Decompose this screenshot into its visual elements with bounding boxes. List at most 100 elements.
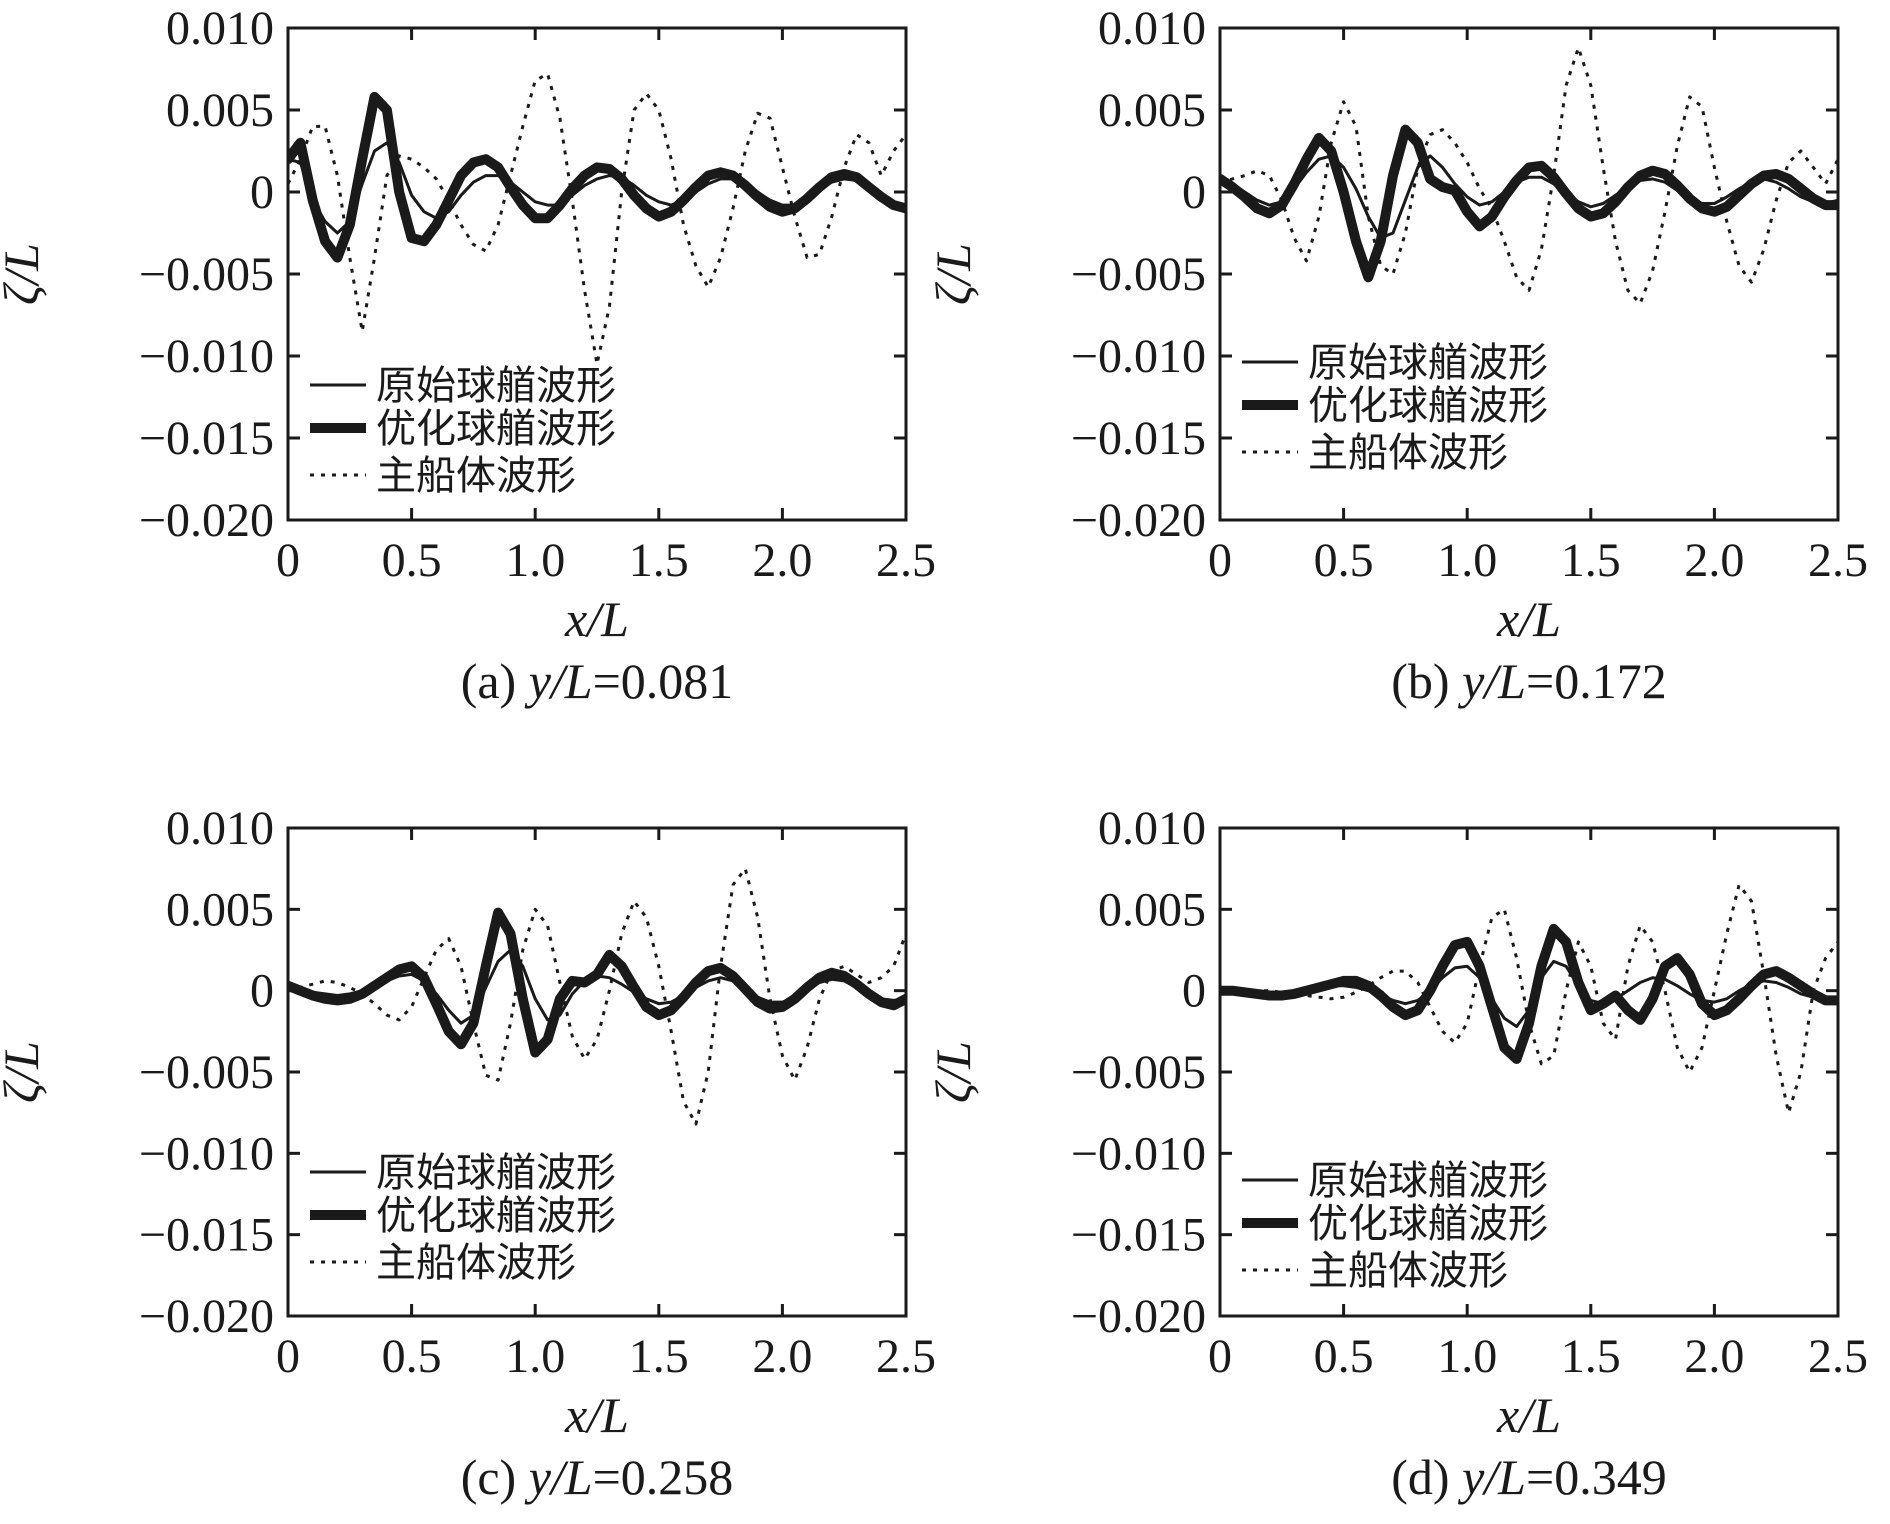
x-axis-label: x/L [564, 1387, 629, 1443]
x-axis-label: x/L [564, 591, 629, 647]
y-tick-label: 0.005 [166, 883, 274, 936]
y-tick-label: −0.005 [1071, 248, 1206, 301]
caption-prefix: (c) [461, 1449, 529, 1505]
x-tick-label: 0 [276, 534, 300, 587]
y-tick-label: 0 [250, 166, 274, 219]
legend-label: 原始球艏波形 [1308, 1158, 1548, 1204]
x-tick-label: 0.5 [1314, 1330, 1374, 1383]
y-tick-label: 0.010 [1098, 2, 1206, 55]
x-tick-label: 1.5 [629, 1330, 689, 1383]
x-tick-label: 1.0 [505, 1330, 565, 1383]
legend-label: 优化球艏波形 [376, 406, 616, 452]
legend-label: 优化球艏波形 [1308, 1201, 1548, 1247]
caption-variable: y/L [524, 653, 593, 709]
caption-prefix: (d) [1391, 1449, 1462, 1505]
y-axis-label: ζ/L [0, 1041, 49, 1103]
x-tick-label: 2.0 [752, 1330, 812, 1383]
x-tick-label: 1.0 [1437, 534, 1497, 587]
caption-value: =0.172 [1526, 653, 1667, 709]
x-tick-label: 0 [1208, 1330, 1232, 1383]
x-tick-label: 1.0 [1437, 1330, 1497, 1383]
y-axis-label: ζ/L [0, 243, 49, 305]
legend-label: 主船体波形 [1308, 1248, 1508, 1294]
caption-prefix: (a) [461, 653, 529, 709]
x-tick-label: 2.5 [876, 534, 936, 587]
x-tick-label: 2.5 [1808, 1330, 1868, 1383]
x-tick-label: 1.5 [629, 534, 689, 587]
y-tick-label: 0.010 [166, 2, 274, 55]
x-axis-label: x/L [1496, 591, 1561, 647]
x-tick-label: 0 [276, 1330, 300, 1383]
y-tick-label: −0.015 [139, 412, 274, 465]
y-tick-label: 0.005 [1098, 84, 1206, 137]
series-line-optimized [1220, 923, 1838, 1064]
series-line-optimized [1220, 124, 1838, 283]
y-axis-label: ζ/L [925, 1041, 981, 1103]
x-tick-label: 1.0 [505, 534, 565, 587]
x-axis-label: x/L [1496, 1387, 1561, 1443]
y-tick-label: −0.010 [1071, 330, 1206, 383]
y-tick-label: −0.020 [1071, 1290, 1206, 1343]
series-line-hull [1220, 46, 1838, 305]
y-tick-label: −0.010 [139, 330, 274, 383]
series-line-hull [288, 867, 906, 1126]
caption-variable: y/L [1457, 1449, 1526, 1505]
y-tick-label: 0.005 [166, 84, 274, 137]
y-tick-label: −0.010 [139, 1127, 274, 1180]
caption-value: =0.349 [1526, 1449, 1667, 1505]
y-tick-label: −0.015 [1071, 412, 1206, 465]
x-tick-label: 0.5 [382, 534, 442, 587]
series-line-optimized [288, 907, 906, 1058]
x-tick-label: 0 [1208, 534, 1232, 587]
y-tick-label: −0.020 [139, 494, 274, 547]
series-line-hull [288, 72, 906, 366]
y-tick-label: 0 [1182, 166, 1206, 219]
caption-value: =0.081 [593, 653, 734, 709]
x-tick-label: 2.0 [1684, 1330, 1744, 1383]
y-tick-label: 0.010 [1098, 802, 1206, 855]
y-tick-label: −0.010 [1071, 1127, 1206, 1180]
x-tick-label: 1.5 [1561, 1330, 1621, 1383]
x-tick-label: 2.5 [876, 1330, 936, 1383]
y-tick-label: −0.020 [139, 1290, 274, 1343]
legend-label: 主船体波形 [376, 1240, 576, 1286]
legend-label: 原始球艏波形 [376, 363, 616, 409]
caption-value: =0.258 [593, 1449, 734, 1505]
x-tick-label: 2.0 [752, 534, 812, 587]
y-tick-label: −0.005 [1071, 1046, 1206, 1099]
legend-label: 主船体波形 [1308, 430, 1508, 476]
y-tick-label: −0.005 [139, 1046, 274, 1099]
series-line-optimized [288, 91, 906, 263]
caption-prefix: (b) [1391, 653, 1462, 709]
legend-label: 优化球艏波形 [376, 1193, 616, 1239]
legend-label: 主船体波形 [376, 453, 576, 499]
y-tick-label: −0.020 [1071, 494, 1206, 547]
panel-caption: (a) y/L=0.081 [461, 653, 734, 709]
x-tick-label: 1.5 [1561, 534, 1621, 587]
caption-variable: y/L [524, 1449, 593, 1505]
x-tick-label: 0.5 [1314, 534, 1374, 587]
y-tick-label: −0.015 [139, 1209, 274, 1262]
y-tick-label: 0.010 [166, 802, 274, 855]
x-tick-label: 0.5 [382, 1330, 442, 1383]
legend-label: 优化球艏波形 [1308, 383, 1548, 429]
y-axis-label: ζ/L [925, 243, 981, 305]
y-tick-label: 0 [1182, 965, 1206, 1018]
series-line-original [1220, 154, 1838, 240]
y-tick-label: −0.015 [1071, 1209, 1206, 1262]
panel-caption: (b) y/L=0.172 [1391, 653, 1666, 709]
legend-label: 原始球艏波形 [1308, 340, 1548, 386]
caption-variable: y/L [1457, 653, 1526, 709]
panel-caption: (d) y/L=0.349 [1391, 1449, 1666, 1505]
panel-caption: (c) y/L=0.258 [461, 1449, 734, 1505]
legend-label: 原始球艏波形 [376, 1150, 616, 1196]
